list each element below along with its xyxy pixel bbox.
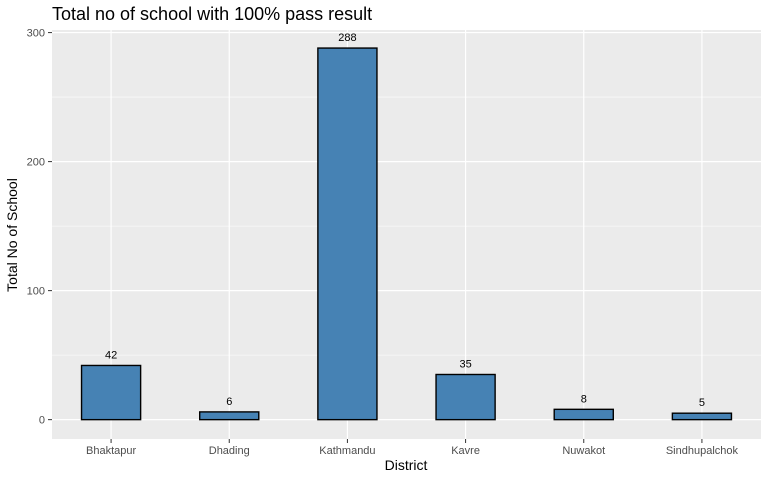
bar-value-label: 6 (226, 396, 232, 408)
y-axis-title: Total No of School (4, 178, 20, 292)
bars (80, 47, 733, 421)
x-tick-label: Kathmandu (319, 445, 375, 457)
bar-value-label: 288 (338, 32, 356, 44)
bar-nuwakot (553, 408, 614, 421)
y-tick-label: 100 (27, 286, 45, 298)
bar-value-label: 8 (581, 393, 587, 405)
x-tick-label: Nuwakot (562, 445, 605, 457)
x-axis-ticks: Bhaktapur Dhading Kathmandu Kavre Nuwakot Sin… (86, 439, 738, 457)
bar-kavre (435, 373, 496, 421)
bar-sindhupalchok (671, 412, 733, 421)
bar-bhaktapur (80, 364, 142, 421)
plot-panel (52, 30, 761, 439)
x-tick-label: Bhaktapur (86, 445, 136, 457)
y-tick-label: 0 (39, 415, 45, 427)
y-tick-label: 200 (27, 157, 45, 169)
minor-gridlines (52, 96, 761, 356)
bar-value-label: 35 (459, 358, 471, 370)
bar-value-label: 5 (699, 397, 705, 409)
y-axis-ticks: 0 100 200 300 (27, 28, 52, 427)
bar-dhading (199, 411, 260, 421)
bar-kathmandu (317, 47, 378, 421)
x-tick-label: Dhading (209, 445, 250, 457)
x-tick-label: Sindhupalchok (666, 445, 739, 457)
x-axis-title: District (385, 457, 428, 473)
x-tick-label: Kavre (451, 445, 480, 457)
bar-value-label: 42 (105, 349, 117, 361)
bar-value-labels: 42 6 288 35 8 5 (105, 32, 705, 409)
chart-title: Total no of school with 100% pass result (52, 4, 372, 24)
y-tick-label: 300 (27, 28, 45, 40)
